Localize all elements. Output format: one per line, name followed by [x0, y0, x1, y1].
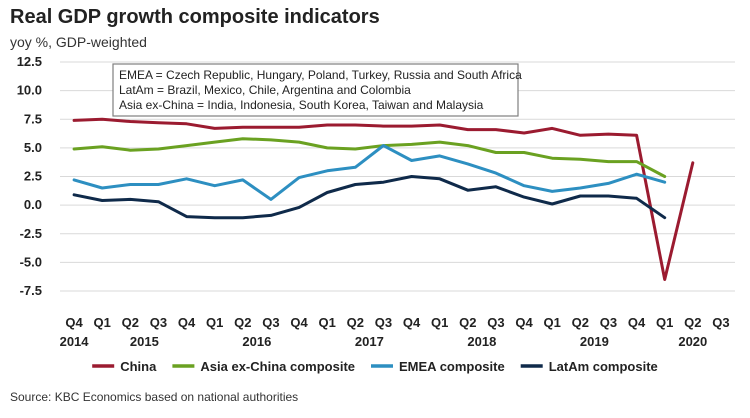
- x-tick-label: Q2: [234, 315, 251, 330]
- x-year-label: 2015: [130, 334, 159, 349]
- x-tick-label: Q2: [572, 315, 589, 330]
- x-tick-label: Q2: [459, 315, 476, 330]
- x-tick-label: Q1: [319, 315, 336, 330]
- x-year-label: 2020: [678, 334, 707, 349]
- legend-item: LatAm composite: [520, 359, 658, 374]
- annotation-box-frame: [112, 63, 519, 117]
- x-tick-label: Q4: [65, 315, 83, 330]
- x-tick-label: Q1: [544, 315, 561, 330]
- legend-label: EMEA composite: [399, 359, 505, 374]
- y-tick-label: 2.5: [24, 169, 42, 184]
- x-tick-label: Q3: [712, 315, 729, 330]
- annotation-line-asia: Asia ex-China = India, Indonesia, South …: [119, 98, 484, 112]
- x-tick-label: Q1: [656, 315, 673, 330]
- legend-label: LatAm composite: [549, 359, 658, 374]
- series-line-latam-composite: [72, 175, 667, 220]
- chart-title: Real GDP growth composite indicators: [10, 6, 380, 28]
- y-tick-label: -7.5: [20, 283, 42, 298]
- y-axis-ticks: 12.5 10.0 7.5 5.0 2.5 0.0 -2.5 -5.0 -7.5: [17, 54, 42, 298]
- legend-item: Asia ex-China composite: [172, 359, 355, 374]
- legend-item: EMEA composite: [371, 359, 505, 374]
- annotation-line-latam: LatAm = Brazil, Mexico, Chile, Argentina…: [119, 83, 411, 97]
- x-tick-label: Q4: [628, 315, 646, 330]
- x-year-label: 2019: [580, 334, 609, 349]
- x-year-label: 2018: [467, 334, 496, 349]
- x-tick-label: Q2: [122, 315, 139, 330]
- y-tick-label: 12.5: [17, 54, 42, 69]
- x-tick-label: Q4: [178, 315, 196, 330]
- series-line-asia-ex-china-composite: [72, 137, 667, 178]
- legend-item: China: [92, 359, 157, 374]
- legend-label: Asia ex-China composite: [200, 359, 355, 374]
- x-tick-label: Q3: [150, 315, 167, 330]
- x-tick-label: Q1: [431, 315, 448, 330]
- series-line-china: [72, 117, 695, 281]
- series-line-emea-composite: [72, 144, 667, 201]
- y-tick-label: 0.0: [24, 197, 42, 212]
- x-tick-label: Q2: [347, 315, 364, 330]
- x-axis-ticks: Q4 Q1 Q2 Q3 Q4 Q1 Q2 Q3 Q4 Q1 Q2 Q3 Q4 Q1 Q2 Q3 Q4 Q1 Q2 Q3…: [60, 315, 730, 349]
- chart-subtitle: yoy %, GDP-weighted: [10, 34, 147, 50]
- annotation-box: EMEA = Czech Republic, Hungary, Poland, …: [112, 63, 522, 117]
- legend: China Asia ex-China composite EMEA composi…: [92, 359, 658, 374]
- y-tick-label: -5.0: [20, 254, 42, 269]
- annotation-line-emea: EMEA = Czech Republic, Hungary, Poland, …: [119, 68, 522, 82]
- y-tick-label: 10.0: [17, 83, 42, 98]
- x-tick-label: Q4: [515, 315, 533, 330]
- series-lines: [72, 117, 695, 281]
- x-tick-label: Q1: [94, 315, 111, 330]
- legend-label: China: [120, 359, 157, 374]
- y-tick-label: -2.5: [20, 226, 42, 241]
- x-tick-label: Q4: [403, 315, 421, 330]
- x-tick-label: Q3: [262, 315, 279, 330]
- x-year-label: 2017: [355, 334, 384, 349]
- x-tick-label: Q3: [375, 315, 392, 330]
- x-tick-label: Q3: [600, 315, 617, 330]
- x-tick-label: Q4: [290, 315, 308, 330]
- y-tick-label: 5.0: [24, 140, 42, 155]
- x-year-label: 2014: [60, 334, 90, 349]
- y-tick-label: 7.5: [24, 111, 42, 126]
- source-note: Source: KBC Economics based on national …: [10, 390, 299, 404]
- x-year-label: 2016: [242, 334, 271, 349]
- x-tick-label: Q2: [684, 315, 701, 330]
- x-tick-label: Q3: [487, 315, 504, 330]
- x-tick-label: Q1: [206, 315, 223, 330]
